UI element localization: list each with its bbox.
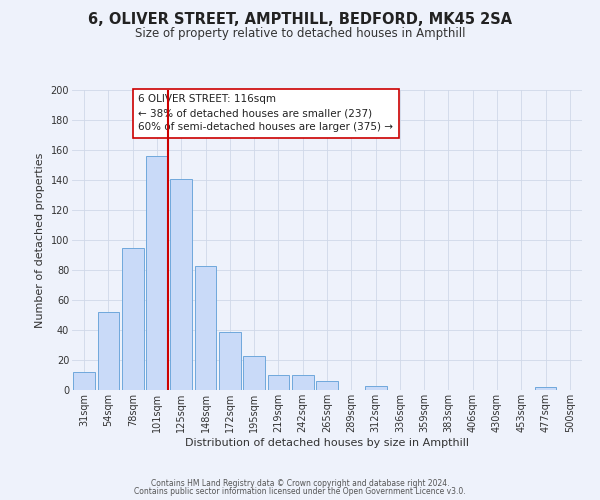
Bar bbox=[170, 178, 192, 390]
Text: Contains public sector information licensed under the Open Government Licence v3: Contains public sector information licen… bbox=[134, 487, 466, 496]
Bar bbox=[365, 386, 386, 390]
Y-axis label: Number of detached properties: Number of detached properties bbox=[35, 152, 45, 328]
Text: Contains HM Land Registry data © Crown copyright and database right 2024.: Contains HM Land Registry data © Crown c… bbox=[151, 478, 449, 488]
Bar bbox=[243, 356, 265, 390]
Bar bbox=[292, 375, 314, 390]
X-axis label: Distribution of detached houses by size in Ampthill: Distribution of detached houses by size … bbox=[185, 438, 469, 448]
Bar bbox=[73, 372, 95, 390]
Bar bbox=[316, 381, 338, 390]
Bar bbox=[146, 156, 168, 390]
Text: 6, OLIVER STREET, AMPTHILL, BEDFORD, MK45 2SA: 6, OLIVER STREET, AMPTHILL, BEDFORD, MK4… bbox=[88, 12, 512, 28]
Text: Size of property relative to detached houses in Ampthill: Size of property relative to detached ho… bbox=[135, 28, 465, 40]
Bar bbox=[219, 332, 241, 390]
Bar bbox=[194, 266, 217, 390]
Text: 6 OLIVER STREET: 116sqm
← 38% of detached houses are smaller (237)
60% of semi-d: 6 OLIVER STREET: 116sqm ← 38% of detache… bbox=[139, 94, 394, 132]
Bar bbox=[97, 312, 119, 390]
Bar bbox=[122, 248, 143, 390]
Bar bbox=[268, 375, 289, 390]
Bar bbox=[535, 387, 556, 390]
